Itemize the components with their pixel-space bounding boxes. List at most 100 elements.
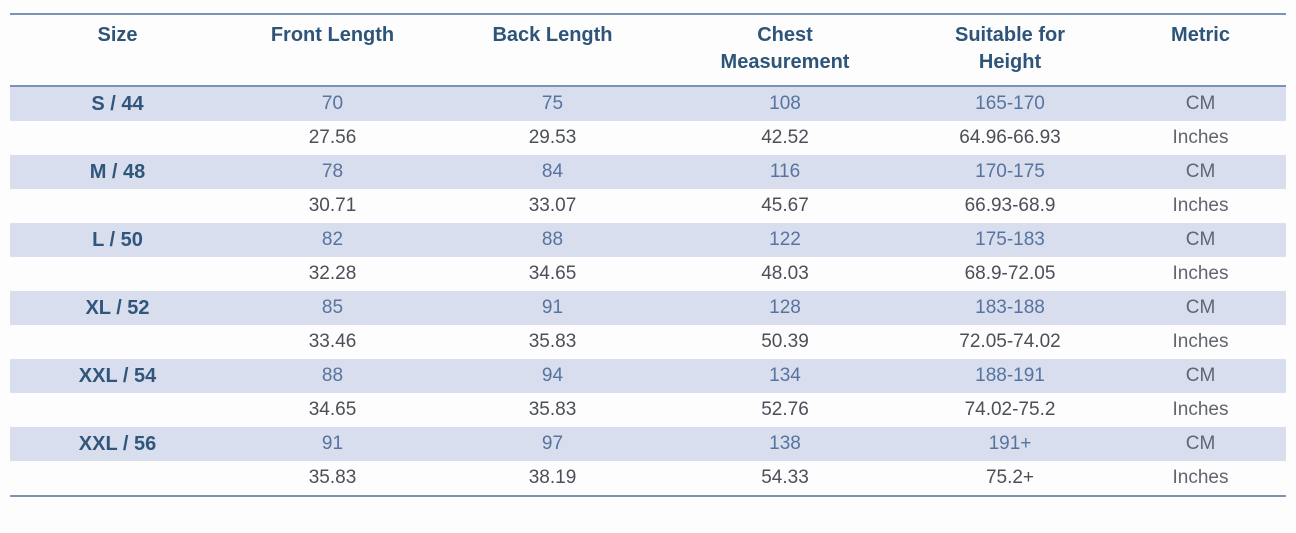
cell-size: M / 48 [89,161,146,183]
cell-chest-measurement: 122 [769,229,801,250]
cell-suitable-height: 68.9-72.05 [964,263,1056,284]
cell-back-length: 88 [541,229,564,250]
cell-front-length: 85 [321,297,344,318]
column-header-label: Back Length [492,24,613,46]
column-header-suitable-height: Suitable for Height [905,13,1115,87]
cell-suitable-height: 74.02-75.2 [964,399,1056,420]
cell-front-length: 70 [321,93,344,114]
cell-back-length: 84 [541,161,564,182]
cell-front-length: 82 [321,229,344,250]
cell-suitable-height: 72.05-74.02 [959,331,1061,352]
cell-back-length: 91 [541,297,564,318]
table-row-cm: L / 50 82 88 122 175-183 CM [10,223,1286,257]
header-row: Size Front Length Back Length Chest Meas… [10,13,1286,87]
cell-front-length: 30.71 [308,195,357,216]
cell-front-length: 27.56 [308,127,357,148]
cell-back-length: 75 [541,93,564,114]
cell-suitable-height: 170-175 [975,161,1045,182]
column-header-front-length: Front Length [225,13,440,87]
cell-suitable-height: 183-188 [975,297,1045,318]
cell-back-length: 97 [541,433,564,454]
cell-suitable-height: 165-170 [975,93,1045,114]
table-row-inches: 32.28 34.65 48.03 68.9-72.05 Inches [10,257,1286,291]
cell-chest-measurement: 128 [769,297,801,318]
column-header-metric: Metric [1115,13,1286,87]
table-row-inches: 33.46 35.83 50.39 72.05-74.02 Inches [10,325,1286,359]
table-row-cm: S / 44 70 75 108 165-170 CM [10,86,1286,121]
column-header-label: Metric [1171,24,1230,46]
cell-metric: CM [1185,229,1216,250]
cell-metric: Inches [1172,127,1229,148]
cell-front-length: 34.65 [308,399,357,420]
cell-back-length: 34.65 [528,263,577,284]
cell-suitable-height: 191+ [988,433,1032,454]
cell-chest-measurement: 54.33 [761,467,809,488]
cell-front-length: 91 [321,433,344,454]
cell-size: S / 44 [91,93,144,115]
cell-size [10,121,225,155]
table-row-cm: M / 48 78 84 116 170-175 CM [10,155,1286,189]
cell-front-length: 35.83 [308,467,357,488]
cell-metric: CM [1185,161,1216,182]
cell-back-length: 94 [541,365,564,386]
table-row-inches: 27.56 29.53 42.52 64.96-66.93 Inches [10,121,1286,155]
cell-chest-measurement: 138 [769,433,801,454]
cell-chest-measurement: 52.76 [761,399,809,420]
cell-suitable-height: 75.2+ [985,467,1035,488]
cell-size [10,393,225,427]
cell-suitable-height: 188-191 [975,365,1045,386]
column-header-label: Chest Measurement [720,24,850,73]
cell-suitable-height: 175-183 [975,229,1045,250]
cell-size [10,189,225,223]
cell-size: XXL / 54 [78,365,157,387]
cell-back-length: 33.07 [528,195,577,216]
table-row-cm: XXL / 56 91 97 138 191+ CM [10,427,1286,461]
cell-front-length: 32.28 [308,263,357,284]
cell-front-length: 88 [321,365,344,386]
cell-metric: CM [1185,433,1216,454]
column-header-chest-measurement: Chest Measurement [665,13,905,87]
cell-metric: Inches [1172,399,1229,420]
table-row-inches: 35.83 38.19 54.33 75.2+ Inches [10,461,1286,496]
cell-front-length: 78 [321,161,344,182]
table-row-inches: 34.65 35.83 52.76 74.02-75.2 Inches [10,393,1286,427]
cell-metric: CM [1185,365,1216,386]
cell-metric: CM [1185,297,1216,318]
cell-size: L / 50 [92,229,143,251]
cell-chest-measurement: 134 [769,365,801,386]
cell-size [10,257,225,291]
column-header-label: Suitable for Height [954,24,1065,73]
cell-back-length: 38.19 [528,467,577,488]
cell-size: XL / 52 [85,297,150,319]
cell-size [10,461,225,496]
table-row-cm: XXL / 54 88 94 134 188-191 CM [10,359,1286,393]
column-header-label: Size [97,24,138,46]
size-chart-header: Size Front Length Back Length Chest Meas… [10,13,1286,87]
size-chart-table: Size Front Length Back Length Chest Meas… [10,13,1286,497]
cell-chest-measurement: 50.39 [761,331,809,352]
cell-front-length: 33.46 [308,331,357,352]
cell-metric: Inches [1172,331,1229,352]
cell-chest-measurement: 116 [769,161,801,182]
cell-back-length: 35.83 [528,399,577,420]
cell-metric: Inches [1172,467,1229,488]
table-row-inches: 30.71 33.07 45.67 66.93-68.9 Inches [10,189,1286,223]
size-chart-container: Size Front Length Back Length Chest Meas… [10,13,1286,497]
size-chart-body: S / 44 70 75 108 165-170 CM 27.56 29.53 42.52 64.… [10,86,1286,496]
cell-size [10,325,225,359]
cell-back-length: 29.53 [528,127,577,148]
cell-chest-measurement: 108 [769,93,801,114]
column-header-label: Front Length [270,24,395,46]
column-header-size: Size [10,13,225,87]
cell-metric: Inches [1172,263,1229,284]
cell-metric: CM [1185,93,1216,114]
cell-back-length: 35.83 [528,331,577,352]
cell-suitable-height: 66.93-68.9 [964,195,1056,216]
cell-metric: Inches [1172,195,1229,216]
table-row-cm: XL / 52 85 91 128 183-188 CM [10,291,1286,325]
column-header-back-length: Back Length [440,13,665,87]
cell-chest-measurement: 42.52 [761,127,809,148]
cell-chest-measurement: 48.03 [761,263,809,284]
cell-suitable-height: 64.96-66.93 [959,127,1061,148]
